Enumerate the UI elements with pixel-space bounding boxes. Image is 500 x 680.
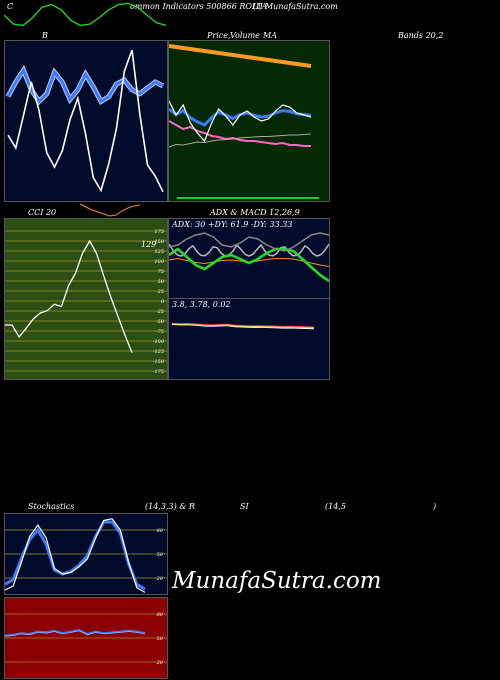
cci-tick-label: 100 bbox=[154, 259, 164, 265]
stoch-label-c: SI bbox=[240, 502, 249, 511]
stoch-label-a: Stochastics bbox=[28, 502, 75, 511]
cci-tick-label: 0 bbox=[161, 299, 165, 305]
price-label-a: Price, bbox=[207, 31, 231, 40]
bollinger-price-line bbox=[7, 49, 164, 193]
header-left-label: C bbox=[7, 2, 14, 11]
stochastics-panel: 80 50 20 bbox=[4, 513, 168, 595]
ma-gray-line bbox=[169, 133, 312, 148]
ma-orange-line bbox=[169, 44, 312, 68]
bollinger-label: B bbox=[42, 31, 48, 40]
top-strip-line bbox=[4, 2, 166, 27]
bollinger-chart bbox=[5, 49, 165, 193]
price-label-c: MA bbox=[263, 31, 277, 40]
orange-fragment bbox=[79, 203, 141, 217]
macd-chart bbox=[171, 322, 315, 330]
adx-neg-line bbox=[169, 232, 329, 252]
rsi-line-thin bbox=[5, 630, 146, 637]
stoch-label-e: ) bbox=[433, 502, 437, 511]
stoch-label-b: (14,3,3) & R bbox=[145, 502, 195, 511]
stoch-d-line bbox=[5, 520, 146, 591]
bollinger-panel bbox=[4, 40, 168, 202]
cci-tick-label: -25 bbox=[156, 309, 164, 315]
stochastics-chart: 80 50 20 bbox=[5, 518, 167, 593]
cci-last-value: 129 bbox=[141, 240, 156, 249]
macd-values: 3.8, 3.78, 0.02 bbox=[172, 300, 231, 309]
macd-hist-line bbox=[171, 323, 315, 329]
rsi-panel: 80 50 20 bbox=[4, 597, 168, 679]
price-ma-chart bbox=[169, 44, 319, 199]
orange-fragment-line bbox=[79, 203, 141, 217]
rsi-tick-label: 50 bbox=[157, 636, 164, 642]
stoch-tick-label: 20 bbox=[156, 576, 164, 582]
cci-tick-label: -175 bbox=[153, 369, 164, 375]
cci-panel: 175 150 125 100 75 50 25 0 -25 -50 -75 -100 -125 -150… bbox=[4, 218, 168, 380]
cci-chart: 175 150 125 100 75 50 25 0 -25 -50 -75 -100 -125 -150… bbox=[5, 229, 167, 375]
cci-tick-label: 150 bbox=[154, 239, 164, 245]
stoch-k-line bbox=[5, 518, 146, 593]
adx-gray-line bbox=[169, 243, 329, 257]
cci-tick-label: 175 bbox=[154, 229, 164, 235]
cci-tick-label: 125 bbox=[154, 249, 164, 255]
cci-label: CCI 20 bbox=[28, 208, 57, 217]
cci-tick-label: 25 bbox=[157, 289, 164, 295]
price-label-b: Volume bbox=[230, 31, 260, 40]
rsi-line bbox=[5, 628, 146, 637]
stoch-tick-label: 50 bbox=[157, 552, 164, 558]
rsi-chart: 80 50 20 bbox=[5, 612, 167, 666]
cci-tick-label: 75 bbox=[158, 269, 164, 275]
stoch-tick-label: 80 bbox=[157, 528, 164, 534]
header-site: (I) MunafaSutra.com bbox=[253, 2, 338, 11]
ma-pink-line bbox=[169, 120, 311, 147]
macd-panel: 3.8, 3.78, 0.02 bbox=[168, 298, 330, 380]
top-strip-chart bbox=[4, 2, 166, 27]
adx-macd-label: ADX & MACD 12,26,9 bbox=[210, 208, 300, 217]
cci-tick-label: 50 bbox=[158, 279, 165, 285]
cci-tick-label: -50 bbox=[156, 319, 165, 325]
cci-line bbox=[5, 239, 133, 353]
adx-panel: ADX: 30 +DY: 61.9 -DY: 33.33 bbox=[168, 218, 330, 300]
watermark: MunafaSutra.com bbox=[172, 568, 382, 594]
adx-chart bbox=[169, 232, 329, 283]
bollinger-band-line bbox=[6, 67, 164, 104]
cci-tick-label: -75 bbox=[156, 329, 164, 335]
rsi-tick-label: 20 bbox=[156, 660, 164, 666]
adx-green-line bbox=[169, 247, 329, 283]
header-title: ommon Indicators 500866 ROLTA bbox=[130, 2, 268, 11]
bands-label: Bands 20,2 bbox=[398, 31, 444, 40]
price-white-line bbox=[169, 100, 312, 143]
stoch-label-d: (14,5 bbox=[325, 502, 346, 511]
adx-values: ADX: 30 +DY: 61.9 -DY: 33.33 bbox=[172, 220, 293, 229]
top-strip-panel bbox=[4, 0, 166, 30]
cci-tick-label: -150 bbox=[153, 359, 165, 365]
cci-tick-label: -100 bbox=[153, 339, 165, 345]
rsi-tick-label: 80 bbox=[157, 612, 164, 618]
cci-tick-label: -125 bbox=[153, 349, 164, 355]
price-ma-panel bbox=[168, 40, 330, 202]
